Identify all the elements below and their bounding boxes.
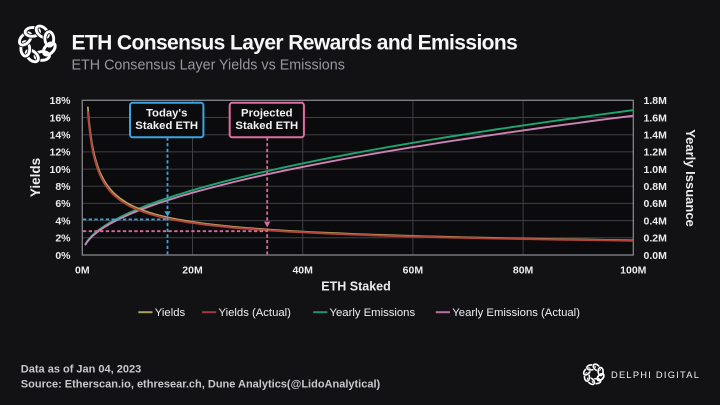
svg-text:Yearly Emissions (Actual): Yearly Emissions (Actual) — [452, 307, 580, 319]
svg-text:60M: 60M — [403, 264, 424, 276]
svg-text:ETH Consensus Layer Yields vs: ETH Consensus Layer Yields vs Emissions — [72, 58, 345, 74]
svg-text:40M: 40M — [292, 264, 313, 276]
svg-text:Source: Etherscan.io, ethresea: Source: Etherscan.io, ethresear.ch, Dune… — [21, 378, 381, 390]
svg-text:Today's: Today's — [146, 107, 187, 119]
svg-text:20M: 20M — [182, 264, 203, 276]
svg-text:Yearly Issuance: Yearly Issuance — [683, 129, 698, 227]
svg-text:Yields (Actual): Yields (Actual) — [219, 307, 292, 319]
svg-text:12%: 12% — [49, 147, 71, 159]
svg-text:18%: 18% — [49, 95, 71, 107]
svg-text:1.6M: 1.6M — [644, 112, 668, 124]
svg-text:6%: 6% — [55, 198, 71, 210]
svg-text:DELPHI DIGITAL: DELPHI DIGITAL — [611, 370, 700, 380]
svg-text:0%: 0% — [55, 250, 71, 262]
svg-text:4%: 4% — [55, 215, 71, 227]
svg-text:Staked ETH: Staked ETH — [235, 120, 298, 132]
svg-text:0.6M: 0.6M — [644, 198, 668, 210]
svg-text:ETH Staked: ETH Staked — [321, 279, 390, 293]
svg-text:Yields: Yields — [155, 307, 186, 319]
svg-text:Yearly Emissions: Yearly Emissions — [330, 307, 416, 319]
svg-text:1.4M: 1.4M — [644, 130, 668, 142]
svg-text:Yields: Yields — [28, 158, 43, 197]
svg-text:0.4M: 0.4M — [644, 215, 668, 227]
svg-text:1.8M: 1.8M — [644, 95, 668, 107]
svg-text:0.2M: 0.2M — [644, 233, 668, 245]
svg-text:Projected: Projected — [241, 107, 293, 119]
svg-text:1.2M: 1.2M — [644, 147, 668, 159]
svg-text:ETH Consensus Layer Rewards an: ETH Consensus Layer Rewards and Emission… — [72, 32, 518, 55]
svg-text:10%: 10% — [49, 164, 71, 176]
svg-text:100M: 100M — [620, 264, 647, 276]
svg-text:16%: 16% — [49, 112, 71, 124]
svg-text:0.8M: 0.8M — [644, 181, 668, 193]
svg-text:0M: 0M — [75, 264, 90, 276]
svg-text:80M: 80M — [513, 264, 534, 276]
svg-text:Data as of Jan 04, 2023: Data as of Jan 04, 2023 — [21, 363, 141, 375]
svg-text:0.0M: 0.0M — [644, 250, 668, 262]
svg-text:1.0M: 1.0M — [644, 164, 668, 176]
svg-text:2%: 2% — [55, 233, 71, 245]
svg-text:8%: 8% — [55, 181, 71, 193]
svg-text:Staked ETH: Staked ETH — [135, 120, 198, 132]
svg-text:14%: 14% — [49, 130, 71, 142]
